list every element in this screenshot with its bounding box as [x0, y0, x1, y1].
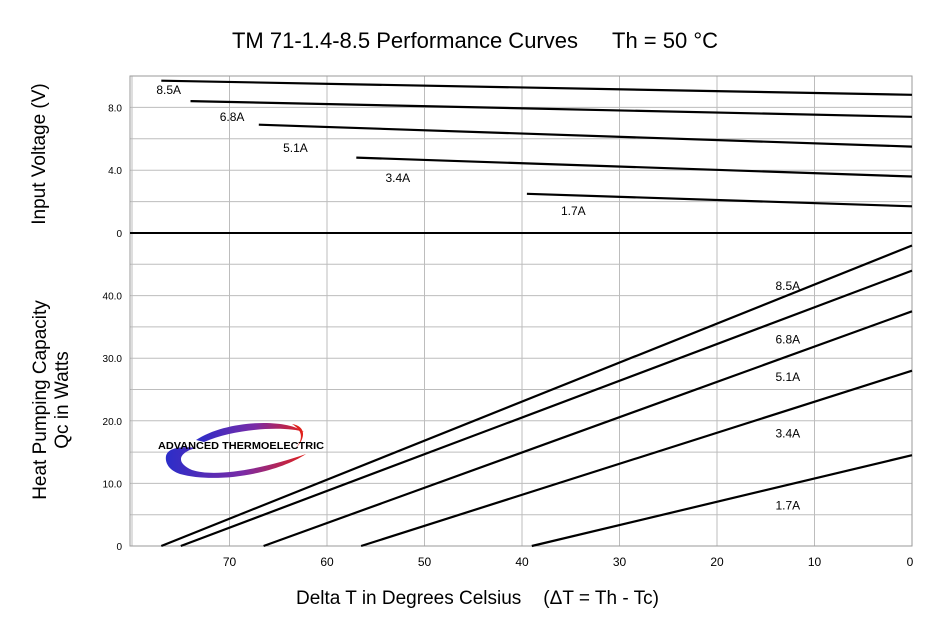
y-tick-label: 20.0: [103, 417, 123, 428]
curve-1-7A: [526, 192, 913, 208]
curves: [160, 79, 913, 548]
chart-title: TM 71-1.4-8.5 Performance Curves Th = 50 …: [0, 28, 950, 54]
x-tick-label: 20: [710, 555, 724, 569]
bottom-y-axis-label: Heat Pumping Capacity Qc in Watts: [30, 300, 74, 500]
top-y-axis-label: Input Voltage (V): [29, 83, 50, 225]
chart-title-text: TM 71-1.4-8.5 Performance Curves: [231, 28, 578, 53]
curve-label: 8.5A: [156, 83, 181, 97]
curve-label: 6.8A: [776, 332, 801, 346]
x-tick-label: 70: [223, 555, 237, 569]
y-tick-label: 30.0: [103, 354, 123, 365]
curve-1-7A: [531, 454, 913, 548]
curve-label: 3.4A: [386, 171, 411, 185]
y-tick-label: 0: [116, 542, 122, 553]
x-tick-label: 0: [907, 555, 914, 569]
y-tick-label: 10.0: [103, 479, 123, 490]
x-tick-label: 30: [613, 555, 627, 569]
curve-label: 5.1A: [776, 370, 801, 384]
curve-8-5A: [160, 244, 913, 548]
curve-label: 6.8A: [220, 110, 245, 124]
plot-frame: [129, 75, 913, 547]
curve-label: 5.1A: [283, 141, 308, 155]
x-axis-label: Delta T in Degrees Celsius (ΔT = Th - Tc): [296, 588, 659, 610]
bottom-y-axis-label-line2: Qc in Watts: [52, 351, 73, 449]
curve-labels: 8.5A 6.8A 5.1A 3.4A 1.7A 8.5A 6.8A 5.1A 3.4A 1.7A: [156, 83, 800, 512]
curve-6-8A: [190, 100, 913, 118]
curve-5-1A: [258, 123, 913, 148]
curve-6-8A: [180, 269, 913, 548]
curve-label: 3.4A: [776, 426, 801, 440]
curve-label: 1.7A: [561, 204, 586, 218]
x-tick-label: 50: [418, 555, 432, 569]
y-tick-label: 0: [116, 229, 122, 240]
curve-label: 8.5A: [776, 279, 801, 293]
y-tick-label: 8.0: [108, 103, 122, 114]
x-tick-label: 60: [320, 555, 334, 569]
curve-5-1A: [263, 310, 913, 548]
x-tick-label: 10: [808, 555, 822, 569]
axes: [129, 75, 913, 547]
curve-3-4A: [360, 369, 913, 548]
y-tick-label: 40.0: [103, 292, 123, 303]
curve-8-5A: [161, 79, 913, 96]
y-tick-label: 4.0: [108, 166, 122, 177]
hot-side-temperature: Th = 50 °C: [612, 28, 719, 53]
curve-3-4A: [356, 156, 913, 178]
logo-text: ADVANCED THERMOELECTRIC: [158, 440, 324, 452]
curve-label: 1.7A: [776, 498, 801, 512]
bottom-y-axis-label-line1: Heat Pumping Capacity: [30, 300, 51, 500]
x-axis-label-text: Delta T in Degrees Celsius: [296, 588, 522, 609]
advanced-thermoelectric-logo: ADVANCED THERMOELECTRIC: [158, 422, 324, 478]
tick-labels: 0 4.0 8.0 10.0 20.0 30.0 40.0 0 70 60 50 40 30 20 10 0: [103, 103, 914, 569]
x-axis-formula: (ΔT = Th - Tc): [543, 588, 659, 609]
x-tick-label: 40: [515, 555, 529, 569]
